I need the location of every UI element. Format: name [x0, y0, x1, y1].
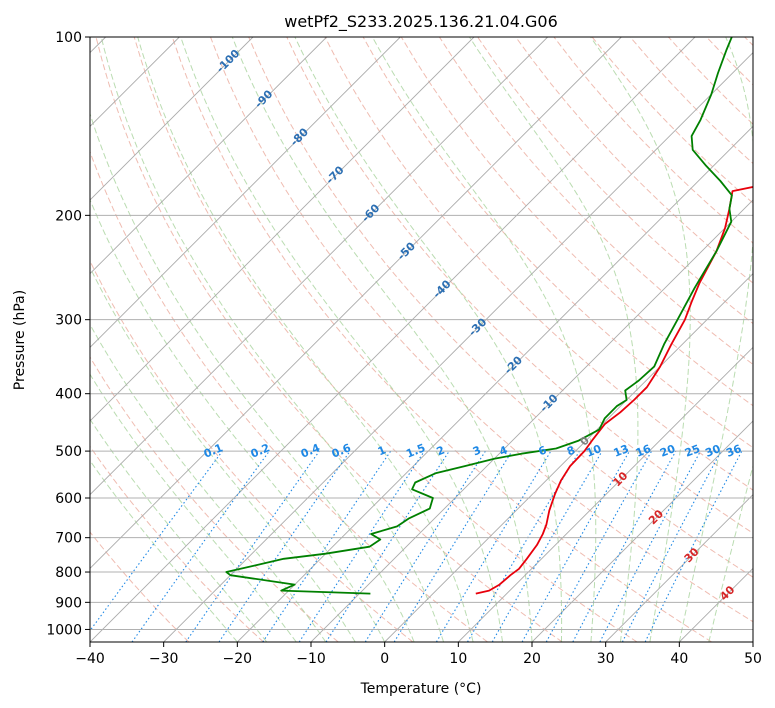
isotherm-line: [531, 420, 753, 642]
background-lines: [90, 37, 753, 642]
isotherm-line: [90, 37, 622, 569]
isotherm-line: [90, 37, 327, 275]
x-axis: −40 −30 −20 −10 0 10 20 30 40 50: [75, 642, 762, 667]
mixing-ratio-line: [572, 450, 677, 642]
isotherm-line: [90, 37, 401, 348]
x-tick-label: −10: [296, 651, 326, 667]
moist-adiabat: [678, 37, 753, 642]
mixing-ratio-label: 8: [565, 443, 577, 458]
mixing-ratio-line: [131, 450, 270, 642]
moist-adiabat: [371, 37, 597, 642]
dry-adiabat: [90, 531, 190, 642]
y-tick-label: 600: [55, 491, 82, 507]
x-axis-label: Temperature (°C): [360, 681, 482, 697]
moist-adiabat: [294, 37, 563, 642]
moist-adiabat: [590, 37, 691, 642]
mixing-ratio-line: [644, 450, 743, 642]
moist-adiabat: [90, 418, 268, 642]
x-tick-label: 0: [380, 651, 389, 667]
x-tick-label: 10: [449, 651, 467, 667]
isotherm-line: [237, 125, 753, 642]
dewpoint-profile: [225, 37, 733, 595]
isotherm-line: [310, 199, 753, 642]
x-tick-label: −20: [223, 651, 253, 667]
moist-adiabat: [90, 459, 238, 642]
mixing-ratio-label: 13: [612, 442, 631, 460]
mixing-ratio-line: [185, 450, 320, 642]
isotherm-line: [752, 641, 753, 642]
mixing-ratio-label: 16: [634, 442, 653, 460]
isotherm-line: [458, 346, 753, 642]
x-tick-label: −40: [75, 651, 105, 667]
mixing-ratio-label: 1: [376, 443, 388, 458]
y-axis: 100 200 300 400 500 600 700 800 900 1000: [46, 30, 90, 638]
mixing-ratio-label: 25: [683, 442, 702, 460]
moist-adiabat: [90, 198, 386, 642]
mixing-ratio-line: [545, 450, 653, 642]
moist-adiabat: [90, 266, 356, 642]
x-tick-label: −30: [149, 651, 179, 667]
moist-adiabat: [100, 37, 445, 642]
mixing-ratio-label: 36: [724, 442, 743, 460]
y-tick-label: 200: [55, 208, 82, 224]
moist-adiabat: [90, 373, 297, 642]
y-tick-label: 700: [55, 531, 82, 547]
moist-adiabat: [468, 37, 639, 642]
dry-adiabat: [90, 150, 488, 642]
isotherm-line: [605, 494, 753, 642]
dry-adiabat: [133, 37, 638, 642]
isotherm-line: [90, 37, 475, 422]
mixing-ratio-line: [298, 450, 425, 642]
dry-adiabat: [171, 37, 712, 642]
isotherm-line: [163, 52, 753, 642]
plot-frame: [89, 36, 754, 643]
isotherm-line: [90, 37, 696, 642]
moist-adiabat: [137, 37, 474, 642]
mixing-ratio-line: [218, 450, 351, 642]
dry-adiabat: [90, 445, 264, 642]
sounding-profiles: [225, 37, 753, 595]
dry-adiabat: [400, 37, 753, 407]
mixing-ratio-line: [325, 450, 450, 642]
y-tick-label: 500: [55, 444, 82, 460]
mixing-ratio-label: 10: [584, 442, 603, 460]
x-tick-label: 30: [597, 651, 615, 667]
y-tick-label: 1000: [46, 622, 82, 638]
y-tick-label: 800: [55, 565, 82, 581]
mixing-ratio-line: [521, 450, 630, 642]
mixing-ratio-line: [90, 450, 223, 632]
dry-adiabat: [95, 37, 563, 642]
dry-adiabat: [210, 37, 753, 623]
mixing-ratio-label: 3: [471, 443, 483, 458]
mixing-ratio-label: 30: [703, 442, 722, 460]
chart-title: wetPf2_S233.2025.136.21.04.G06: [284, 12, 558, 32]
moist-adiabat: [180, 37, 503, 642]
x-tick-label: 20: [523, 651, 541, 667]
y-axis-label: Pressure (hPa): [12, 290, 28, 390]
mixing-ratio-line: [393, 450, 513, 642]
x-tick-label: 40: [670, 651, 688, 667]
x-tick-label: 50: [744, 651, 762, 667]
y-tick-label: 100: [55, 30, 82, 46]
isotherm-line: [90, 37, 548, 496]
y-tick-label: 400: [55, 387, 82, 403]
moist-adiabat: [90, 323, 327, 642]
plot-background: [90, 37, 753, 642]
isotherm-line: [90, 37, 254, 201]
temperature-profile: [475, 185, 753, 595]
mixing-ratio-line: [262, 450, 392, 642]
isotherm-line: [384, 273, 753, 642]
mixing-ratio-label: 2: [435, 443, 447, 458]
moist-adiabat: [231, 37, 533, 642]
dry-adiabat: [515, 37, 753, 284]
dry-adiabat: [248, 37, 753, 578]
mixing-ratio-label: 20: [658, 442, 677, 460]
pressure-grid: [90, 37, 753, 630]
dry-adiabat: [90, 356, 339, 642]
moist-adiabat: [90, 112, 415, 642]
y-tick-label: 900: [55, 595, 82, 611]
y-tick-label: 300: [55, 313, 82, 329]
dry-adiabat: [438, 37, 753, 366]
